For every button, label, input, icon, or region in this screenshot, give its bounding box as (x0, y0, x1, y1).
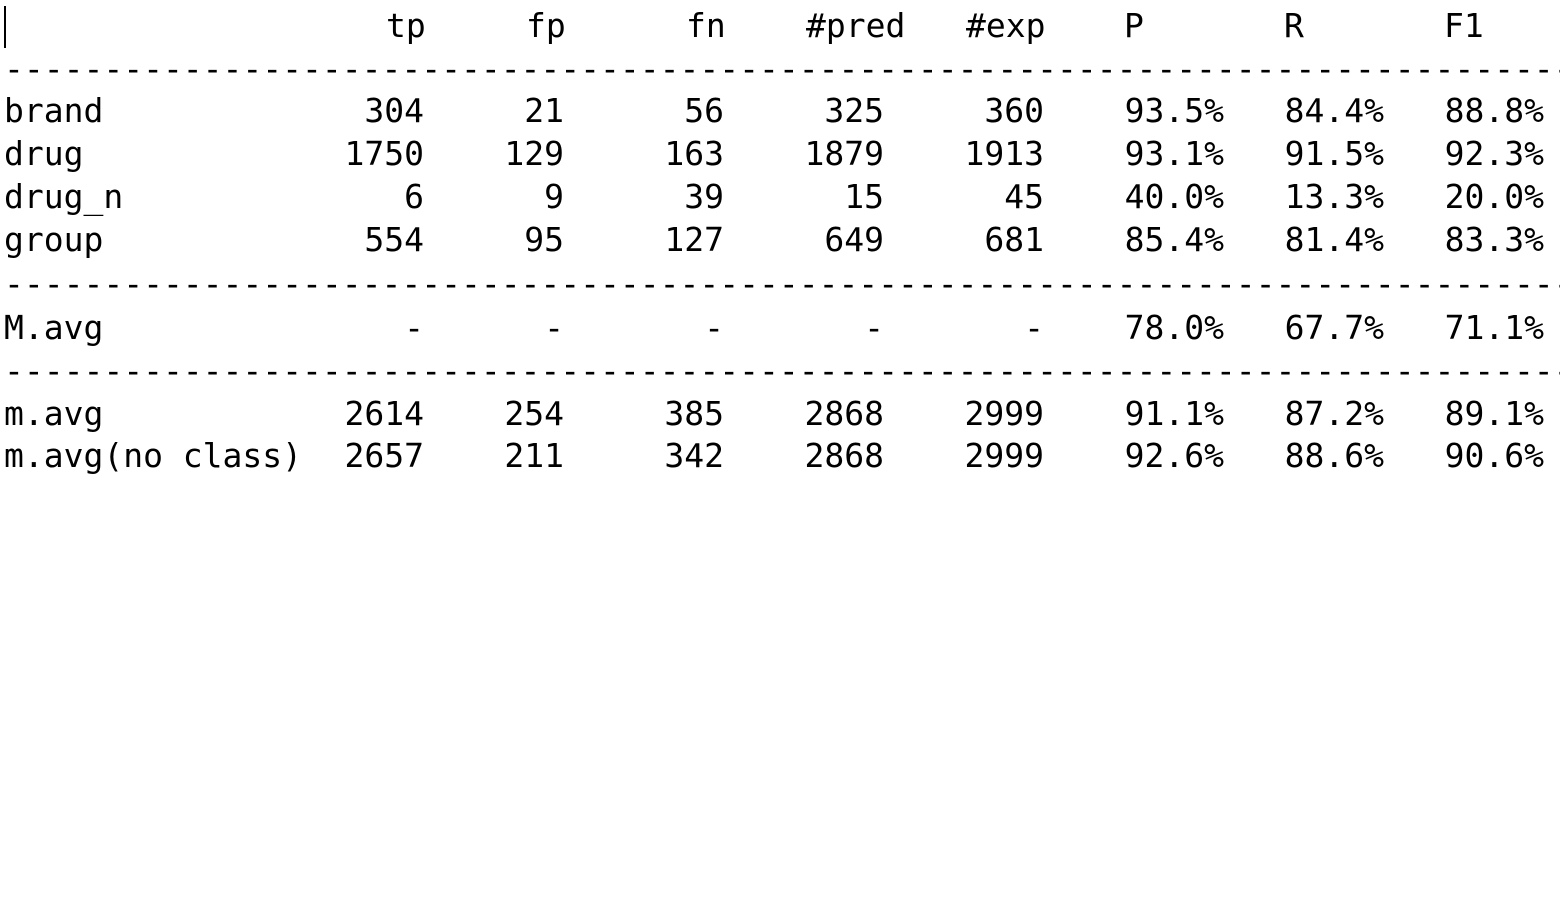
cell-tp: 304 (364, 91, 424, 130)
cell-fp: 254 (504, 394, 564, 433)
cell-fn: - (704, 308, 724, 347)
cell-tp: 1750 (344, 134, 424, 173)
cell-fn: 342 (664, 436, 724, 475)
table-row: brand 304 21 56 325 360 93.5% 84.4% 88.8… (0, 89, 1560, 133)
cell-fn: 163 (664, 134, 724, 173)
cell-fp: 9 (544, 177, 564, 216)
cell-fn: 39 (684, 177, 724, 216)
cell-exp: - (1024, 308, 1044, 347)
cell-exp: 681 (984, 220, 1044, 259)
table-row: drug 1750 129 163 1879 1913 93.1% 91.5% … (0, 132, 1560, 176)
cell-precision: 85.4% (1124, 220, 1224, 259)
micro-average-row: m.avg 2614 254 385 2868 2999 91.1% 87.2%… (0, 392, 1560, 436)
cell-fn: 385 (664, 394, 724, 433)
separator-line: ----------------------------------------… (4, 49, 1560, 88)
cell-fp: 129 (504, 134, 564, 173)
header-fn: fn (686, 6, 726, 45)
cell-tp: 2614 (344, 394, 424, 433)
evaluation-results-console: tp fp fn #pred #exp P R F1 -------------… (0, 4, 1560, 478)
cell-pred: 649 (824, 220, 884, 259)
cell-pred: 325 (824, 91, 884, 130)
row-label: brand (4, 91, 104, 130)
cell-tp: 6 (404, 177, 424, 216)
cell-recall: 91.5% (1284, 134, 1384, 173)
cell-f1: 89.1% (1444, 394, 1544, 433)
cell-pred: 15 (844, 177, 884, 216)
header-recall: R (1284, 6, 1304, 45)
cell-exp: 1913 (964, 134, 1044, 173)
cell-fp: 95 (524, 220, 564, 259)
row-label: drug_n (4, 177, 124, 216)
row-label: m.avg(no class) (4, 436, 303, 475)
header-precision: P (1124, 6, 1144, 45)
cell-recall: 13.3% (1284, 177, 1384, 216)
cell-exp: 2999 (964, 394, 1044, 433)
cell-exp: 45 (1004, 177, 1044, 216)
cell-pred: 2868 (804, 436, 884, 475)
cell-f1: 83.3% (1444, 220, 1544, 259)
cell-fp: - (544, 308, 564, 347)
cell-recall: 84.4% (1284, 91, 1384, 130)
header-tp: tp (386, 6, 426, 45)
cell-f1: 88.8% (1444, 91, 1544, 130)
cell-tp: - (404, 308, 424, 347)
row-label: M.avg (4, 308, 104, 347)
cell-precision: 40.0% (1124, 177, 1224, 216)
row-label: m.avg (4, 394, 104, 433)
table-row: drug_n 6 9 39 15 45 40.0% 13.3% 20.0% (0, 175, 1560, 219)
table-row: group 554 95 127 649 681 85.4% 81.4% 83.… (0, 218, 1560, 262)
micro-average-no-class-row: m.avg(no class) 2657 211 342 2868 2999 9… (0, 434, 1560, 478)
cell-precision: 91.1% (1124, 394, 1224, 433)
cell-tp: 2657 (344, 436, 424, 475)
cell-f1: 71.1% (1444, 308, 1544, 347)
cell-fp: 211 (504, 436, 564, 475)
cell-f1: 92.3% (1444, 134, 1544, 173)
header-fp: fp (526, 6, 566, 45)
text-cursor (4, 6, 6, 48)
cell-pred: 1879 (804, 134, 884, 173)
cell-pred: 2868 (804, 394, 884, 433)
cell-precision: 93.1% (1124, 134, 1224, 173)
cell-f1: 90.6% (1444, 436, 1544, 475)
separator-line: ----------------------------------------… (4, 264, 1560, 303)
cell-precision: 92.6% (1124, 436, 1224, 475)
cell-precision: 93.5% (1124, 91, 1224, 130)
macro-average-row: M.avg - - - - - 78.0% 67.7% 71.1% (0, 306, 1560, 350)
header-exp: #exp (966, 6, 1046, 45)
cell-fn: 56 (684, 91, 724, 130)
row-label: drug (4, 134, 84, 173)
cell-precision: 78.0% (1124, 308, 1224, 347)
cell-recall: 88.6% (1284, 436, 1384, 475)
cell-f1: 20.0% (1444, 177, 1544, 216)
cell-fn: 127 (664, 220, 724, 259)
cell-recall: 87.2% (1284, 394, 1384, 433)
cell-fp: 21 (524, 91, 564, 130)
cell-pred: - (864, 308, 884, 347)
cell-exp: 360 (984, 91, 1044, 130)
separator-line: ----------------------------------------… (4, 351, 1560, 390)
header-pred: #pred (806, 6, 906, 45)
cell-exp: 2999 (964, 436, 1044, 475)
cell-tp: 554 (364, 220, 424, 259)
row-label: group (4, 220, 104, 259)
header-f1: F1 (1444, 6, 1484, 45)
cell-recall: 81.4% (1284, 220, 1384, 259)
header-row: tp fp fn #pred #exp P R F1 (0, 4, 1560, 48)
cell-recall: 67.7% (1284, 308, 1384, 347)
